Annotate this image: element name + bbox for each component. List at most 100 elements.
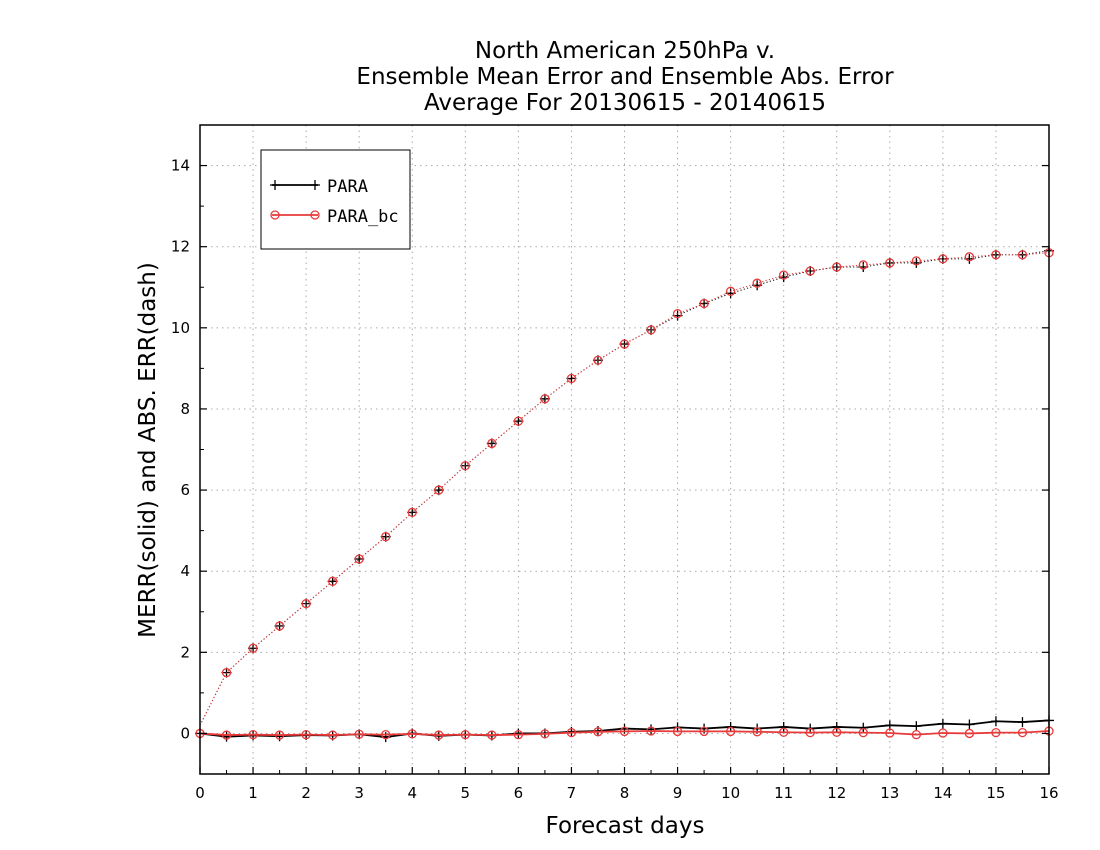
point-marker <box>566 373 577 384</box>
point-marker <box>885 728 895 738</box>
y-tick-label: 2 <box>180 643 190 661</box>
legend: PARA PARA_bc <box>260 149 411 250</box>
x-tick-label: 0 <box>195 784 205 802</box>
point-marker <box>752 727 762 737</box>
point-marker <box>619 726 630 737</box>
x-tick-label: 9 <box>673 784 683 802</box>
legend-label-para: PARA <box>327 177 368 197</box>
point-marker <box>327 576 338 587</box>
x-tick-label: 11 <box>774 784 793 802</box>
point-marker <box>513 416 524 426</box>
point-marker <box>301 730 311 740</box>
point-marker <box>699 726 709 737</box>
point-marker <box>779 727 789 737</box>
point-marker <box>885 258 895 268</box>
point-marker <box>858 260 868 270</box>
point-marker <box>832 727 842 737</box>
point-marker <box>487 730 497 740</box>
point-marker <box>407 729 417 739</box>
point-marker <box>831 721 842 732</box>
point-marker <box>248 643 259 654</box>
series-line-para-bc <box>199 730 1050 736</box>
series-para-abs-err <box>199 245 1054 726</box>
point-marker <box>274 730 285 740</box>
point-marker <box>566 727 577 738</box>
point-marker <box>221 667 232 678</box>
title-line-2: Ensemble Mean Error and Ensemble Abs. Er… <box>356 64 894 90</box>
point-marker <box>354 554 364 564</box>
x-tick-label: 13 <box>880 784 899 802</box>
point-marker <box>354 729 364 739</box>
point-marker <box>274 621 285 631</box>
y-tick-label: 6 <box>180 481 190 499</box>
point-marker <box>566 373 577 384</box>
y-tick-label: 4 <box>180 562 190 580</box>
x-tick-label: 3 <box>354 784 364 802</box>
point-marker <box>699 298 709 309</box>
x-tick-label: 10 <box>721 784 740 802</box>
point-marker <box>380 531 391 542</box>
series-line-para-bc-abs-err <box>199 252 1050 726</box>
point-marker <box>539 393 550 404</box>
x-tick-label: 1 <box>248 784 258 802</box>
point-marker <box>487 438 497 449</box>
x-tick-label: 4 <box>407 784 417 802</box>
point-marker <box>911 256 921 266</box>
point-marker <box>619 339 630 349</box>
point-marker <box>699 298 710 309</box>
point-marker <box>328 730 338 740</box>
point-marker <box>301 598 311 609</box>
point-marker <box>381 730 391 740</box>
y-tick-label: 12 <box>171 238 190 256</box>
point-marker <box>991 727 1001 738</box>
point-marker <box>221 667 232 678</box>
legend-entry-para-bc: PARA_bc <box>270 207 399 227</box>
point-marker <box>1017 250 1028 260</box>
point-marker <box>725 726 736 737</box>
point-marker <box>540 729 550 739</box>
legend-marker-para-bc <box>270 210 280 220</box>
series-para-bc <box>195 726 1054 740</box>
x-tick-label: 16 <box>1039 784 1058 802</box>
point-marker <box>990 716 1001 727</box>
point-marker <box>725 286 736 296</box>
point-marker <box>938 254 948 264</box>
x-tick-label: 14 <box>933 784 952 802</box>
point-marker <box>248 643 258 653</box>
x-tick-label: 6 <box>514 784 524 802</box>
point-marker <box>858 727 868 738</box>
series-layer <box>195 245 1054 743</box>
x-tick-label: 15 <box>986 784 1005 802</box>
point-marker <box>938 728 948 738</box>
point-marker <box>937 718 948 729</box>
point-marker <box>937 253 948 264</box>
legend-marker-para-bc <box>310 210 320 220</box>
point-marker <box>964 252 975 262</box>
point-marker <box>805 727 815 738</box>
x-axis-label: Forecast days <box>546 813 705 839</box>
x-tick-label: 8 <box>620 784 630 802</box>
point-marker <box>248 730 258 740</box>
y-axis-label: MERR(solid) and ABS. ERR(dash) <box>135 262 161 638</box>
title-line-1: North American 250hPa v. <box>475 38 775 64</box>
point-marker <box>407 507 418 518</box>
point-marker <box>513 416 524 427</box>
point-marker <box>433 485 444 496</box>
x-tick-label: 2 <box>301 784 311 802</box>
title-line-3: Average For 20130615 - 20140615 <box>424 90 826 116</box>
legend-entry-para: PARA <box>270 177 368 197</box>
point-marker <box>672 726 683 737</box>
point-marker <box>593 727 603 737</box>
point-marker <box>434 730 444 740</box>
point-marker <box>1017 717 1028 728</box>
y-tick-label: 14 <box>171 157 190 175</box>
point-marker <box>593 355 603 365</box>
x-tick-label: 7 <box>567 784 577 802</box>
legend-marker-para <box>270 180 280 190</box>
point-marker <box>381 532 391 542</box>
x-tick-label: 12 <box>827 784 846 802</box>
y-tick-label: 8 <box>180 400 190 418</box>
point-marker <box>805 266 816 277</box>
